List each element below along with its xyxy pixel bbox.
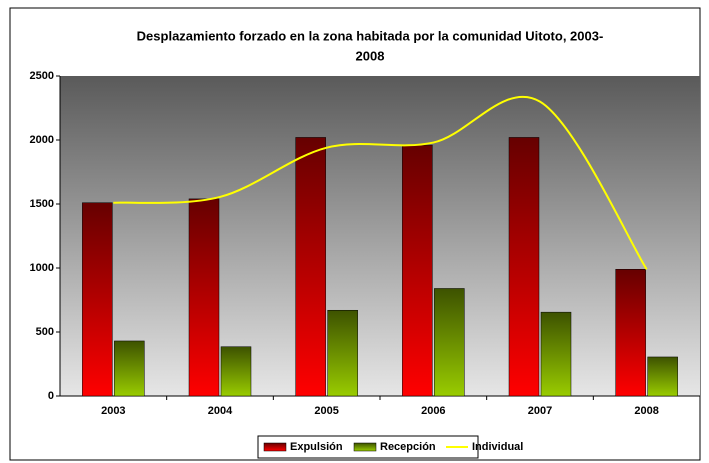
x-tick-label: 2005 bbox=[314, 405, 338, 417]
x-tick-label: 2003 bbox=[101, 405, 125, 417]
y-tick-label: 0 bbox=[48, 390, 54, 402]
bar bbox=[188, 198, 220, 397]
bar bbox=[647, 356, 678, 397]
x-tick-label: 2007 bbox=[528, 405, 552, 417]
legend-label: Expulsión bbox=[290, 441, 343, 453]
bar bbox=[114, 340, 145, 397]
bar bbox=[220, 346, 252, 397]
bar bbox=[434, 288, 465, 397]
y-tick-label: 1000 bbox=[30, 262, 54, 274]
x-tick-label: 2008 bbox=[634, 405, 658, 417]
y-tick-label: 1500 bbox=[30, 198, 54, 210]
y-tick-label: 500 bbox=[36, 326, 54, 338]
plot-area bbox=[60, 76, 700, 396]
chart-title: Desplazamiento forzado en la zona habita… bbox=[137, 28, 604, 43]
bar bbox=[402, 144, 433, 397]
bar bbox=[295, 137, 326, 397]
line bbox=[113, 95, 648, 270]
legend-swatch bbox=[353, 442, 377, 452]
legend-label: Individual bbox=[472, 441, 523, 453]
bar bbox=[327, 309, 358, 397]
y-tick-label: 2500 bbox=[30, 70, 54, 82]
x-tick-label: 2004 bbox=[208, 405, 233, 417]
chart-title: 2008 bbox=[356, 48, 385, 63]
bar bbox=[82, 202, 113, 397]
x-tick-label: 2006 bbox=[421, 405, 445, 417]
bar bbox=[615, 269, 646, 397]
bar bbox=[508, 137, 540, 397]
legend-swatch bbox=[263, 442, 287, 452]
legend-label: Recepción bbox=[380, 441, 436, 453]
y-tick-label: 2000 bbox=[30, 134, 54, 146]
bar bbox=[540, 311, 572, 397]
